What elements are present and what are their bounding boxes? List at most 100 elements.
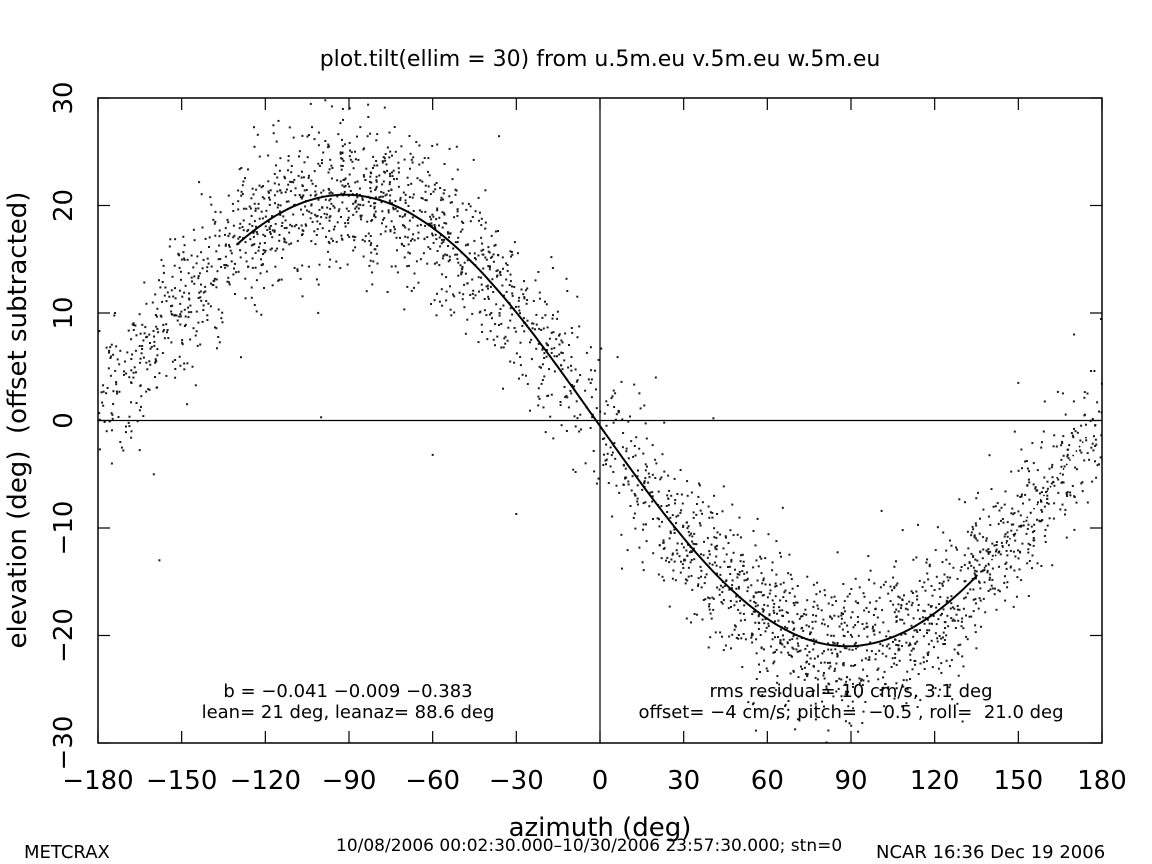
scatter-point	[613, 406, 616, 408]
scatter-point	[736, 573, 739, 576]
scatter-point	[355, 193, 358, 195]
scatter-point	[171, 304, 174, 307]
scatter-point	[328, 168, 331, 171]
scatter-point	[321, 206, 324, 209]
scatter-point	[293, 178, 296, 181]
scatter-point	[206, 314, 209, 317]
scatter-point	[805, 613, 808, 616]
scatter-point	[821, 652, 824, 655]
scatter-point	[942, 643, 945, 646]
scatter-point	[417, 281, 420, 284]
scatter-point	[928, 622, 931, 625]
scatter-point	[930, 605, 933, 608]
scatter-point	[858, 677, 861, 680]
scatter-point	[1046, 487, 1049, 490]
scatter-point	[824, 594, 827, 597]
scatter-point	[766, 596, 769, 599]
scatter-point	[907, 613, 910, 616]
scatter-point	[854, 641, 857, 644]
scatter-point	[213, 277, 216, 280]
scatter-point	[148, 333, 151, 336]
scatter-point	[858, 586, 861, 589]
scatter-point	[802, 629, 805, 632]
scatter-point	[128, 415, 131, 418]
scatter-point	[719, 584, 722, 587]
scatter-point	[409, 252, 411, 255]
scatter-point	[344, 177, 347, 180]
scatter-point	[727, 566, 729, 568]
scatter-point	[1003, 535, 1006, 538]
scatter-point	[731, 579, 734, 582]
scatter-point	[162, 271, 165, 274]
scatter-point	[889, 585, 892, 588]
scatter-point	[214, 220, 217, 223]
scatter-point	[337, 210, 340, 213]
scatter-point	[348, 107, 351, 110]
scatter-point	[719, 566, 722, 569]
scatter-point	[375, 185, 378, 188]
scatter-point	[411, 161, 414, 164]
scatter-point	[456, 214, 459, 217]
scatter-point	[764, 583, 767, 586]
scatter-point	[404, 193, 407, 196]
scatter-point	[480, 217, 483, 220]
scatter-point	[340, 157, 343, 160]
scatter-point	[800, 615, 802, 618]
scatter-point	[947, 579, 950, 582]
scatter-point	[898, 648, 901, 651]
scatter-point	[134, 349, 137, 352]
scatter-point	[251, 187, 254, 190]
scatter-point	[565, 394, 568, 397]
scatter-point	[434, 188, 437, 191]
scatter-point	[544, 314, 547, 317]
scatter-point	[372, 167, 374, 169]
scatter-point	[758, 663, 760, 666]
scatter-point	[593, 470, 596, 473]
scatter-point	[313, 170, 316, 173]
scatter-point	[375, 139, 378, 142]
scatter-point	[195, 330, 198, 333]
scatter-point	[119, 349, 122, 352]
scatter-point	[1013, 430, 1016, 433]
scatter-point	[862, 668, 865, 671]
scatter-point	[260, 313, 263, 316]
scatter-point	[833, 614, 836, 617]
scatter-point	[808, 663, 811, 666]
scatter-point	[636, 497, 639, 500]
scatter-point	[687, 575, 690, 578]
scatter-point	[868, 656, 871, 659]
scatter-point	[495, 303, 498, 306]
x-tick-label: 120	[910, 766, 960, 796]
scatter-point	[838, 625, 841, 628]
scatter-point	[252, 235, 255, 238]
scatter-point	[732, 551, 735, 554]
scatter-point	[687, 530, 690, 533]
scatter-point	[328, 199, 331, 202]
scatter-point	[761, 694, 764, 697]
scatter-point	[1080, 424, 1083, 427]
scatter-point	[482, 267, 485, 270]
scatter-point	[1027, 548, 1030, 551]
scatter-point	[495, 270, 498, 272]
scatter-point	[731, 584, 734, 587]
scatter-point	[410, 289, 413, 292]
scatter-point	[256, 233, 259, 236]
scatter-point	[815, 614, 818, 617]
scatter-point	[217, 336, 220, 338]
scatter-point	[310, 179, 313, 182]
scatter-point	[893, 662, 896, 665]
scatter-point	[505, 262, 508, 265]
scatter-point	[971, 525, 974, 528]
scatter-point	[875, 600, 878, 603]
scatter-point	[754, 544, 757, 547]
scatter-point	[551, 317, 554, 320]
scatter-point	[781, 643, 784, 646]
scatter-point	[927, 654, 929, 656]
scatter-point	[491, 317, 493, 320]
scatter-point	[798, 650, 801, 653]
scatter-point	[317, 131, 320, 134]
scatter-point	[471, 278, 474, 281]
scatter-point	[348, 142, 351, 144]
scatter-point	[153, 344, 156, 347]
scatter-point	[178, 315, 181, 318]
